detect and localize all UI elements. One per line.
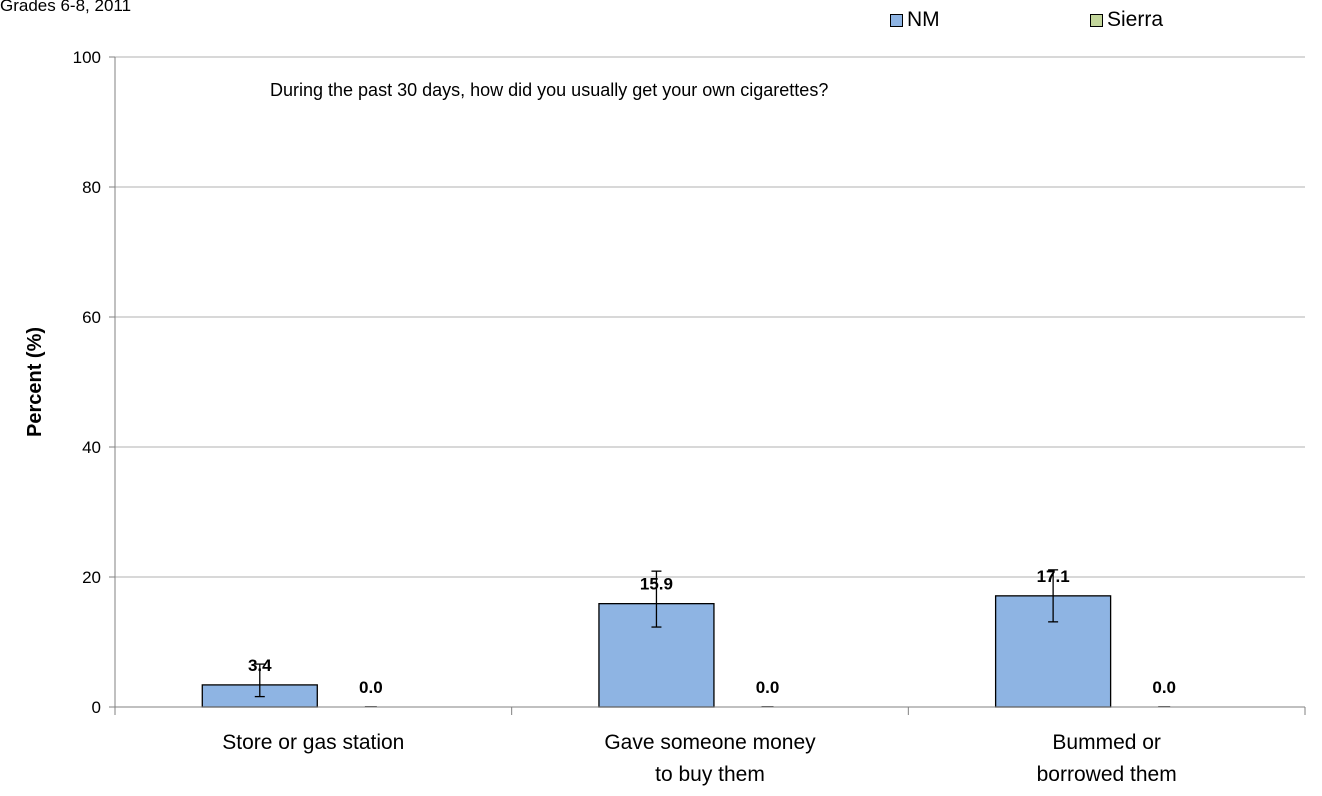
chart-legend: NM Sierra <box>890 8 1220 34</box>
data-label-nm: 17.1 <box>1037 567 1070 586</box>
data-label-sierra: 0.0 <box>1152 678 1176 697</box>
category-label: Gave someone money <box>604 731 816 754</box>
category-label: Store or gas station <box>222 731 404 754</box>
labels: 0 20 40 60 80 100 3.4 0.0 Store or gas station 15… <box>24 48 1177 786</box>
category-label: to buy them <box>655 763 765 786</box>
y-tick-label: 80 <box>82 178 101 197</box>
data-label-sierra: 0.0 <box>756 678 780 697</box>
category-label: borrowed them <box>1037 763 1177 786</box>
category-label: Bummed or <box>1052 731 1161 754</box>
y-tick-label: 20 <box>82 568 101 587</box>
legend-label-nm: NM <box>907 8 940 31</box>
y-tick-label: 60 <box>82 308 101 327</box>
legend-swatch-sierra <box>1090 13 1103 27</box>
data-label-sierra: 0.0 <box>359 678 383 697</box>
legend-label-sierra: Sierra <box>1107 8 1164 31</box>
data-label-nm: 3.4 <box>248 656 272 675</box>
legend-item-sierra: Sierra <box>1090 8 1163 32</box>
legend-item-nm: NM <box>890 8 940 32</box>
legend-swatch-nm <box>890 13 903 27</box>
chart-annotation: During the past 30 days, how did you usu… <box>270 80 828 100</box>
y-axis-title: Percent (%) <box>24 327 46 437</box>
gridlines <box>115 56 1305 578</box>
y-tick-label: 40 <box>82 438 101 457</box>
chart-subtitle: Grades 6-8, 2011 <box>0 0 132 15</box>
data-label-nm: 15.9 <box>640 575 673 594</box>
axes <box>109 56 1306 715</box>
bars <box>201 569 1171 708</box>
y-tick-label: 100 <box>73 48 101 67</box>
y-tick-label: 0 <box>92 698 101 717</box>
